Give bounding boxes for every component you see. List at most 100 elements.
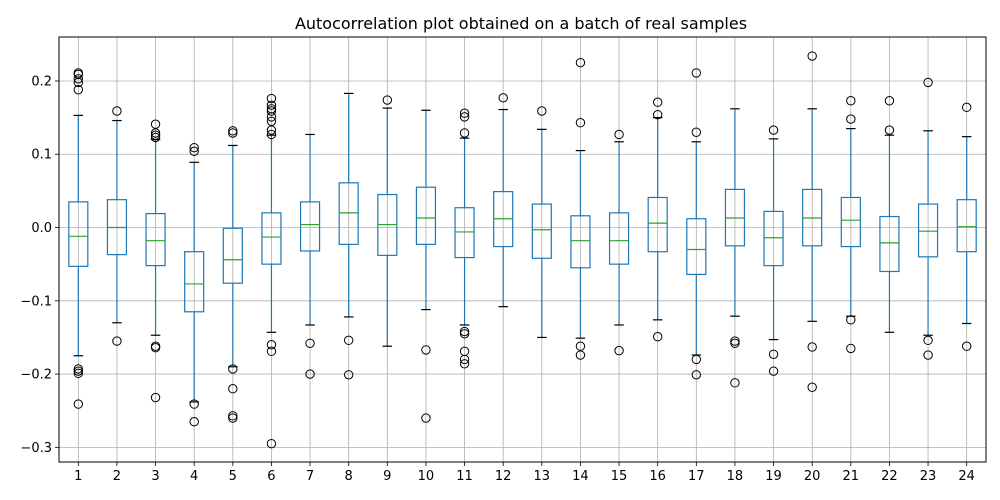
outlier-point <box>459 326 470 337</box>
outlier-point <box>846 343 856 354</box>
x-tick-label: 16 <box>649 469 666 484</box>
outlier-point <box>923 77 933 88</box>
outlier-point <box>691 370 702 380</box>
iqr-box <box>570 215 591 269</box>
outlier-point <box>228 384 238 394</box>
outlier-point <box>73 74 84 84</box>
outlier-point <box>498 93 508 103</box>
x-tick-label: 11 <box>456 469 473 484</box>
outlier-point <box>807 51 817 61</box>
outlier-point <box>382 95 393 105</box>
outlier-point <box>266 346 277 357</box>
outlier-point <box>459 108 470 118</box>
outlier-point <box>768 349 779 359</box>
iqr-box <box>840 196 861 248</box>
iqr-box <box>879 215 900 273</box>
x-tick-label: 17 <box>688 469 705 484</box>
box-plot-3 <box>145 119 166 403</box>
x-tick-label: 15 <box>611 469 628 484</box>
outlier-point <box>807 382 817 392</box>
iqr-box <box>531 203 552 259</box>
plot-frame <box>58 36 987 463</box>
box-plot-7 <box>299 133 321 379</box>
outlier-point <box>691 354 702 365</box>
x-tick-label: 24 <box>958 469 975 484</box>
outlier-point <box>614 129 624 140</box>
iqr-box <box>184 251 205 313</box>
box-plot-13 <box>531 106 552 339</box>
outlier-point <box>112 106 122 116</box>
outlier-point <box>459 359 470 369</box>
outlier-point <box>575 118 586 128</box>
chart-title: Autocorrelation plot obtained on a batch… <box>295 14 747 33</box>
outlier-point <box>189 399 199 409</box>
x-tick-label: 3 <box>151 469 159 484</box>
x-tick-label: 13 <box>534 469 551 484</box>
iqr-box <box>415 186 437 245</box>
iqr-box <box>608 212 630 265</box>
outlier-point <box>189 416 199 427</box>
outlier-point <box>923 335 933 346</box>
iqr-box <box>145 212 166 267</box>
outlier-point <box>305 369 315 379</box>
outlier-point <box>112 336 122 346</box>
x-tick-label: 14 <box>572 469 589 484</box>
x-tick-label: 1 <box>74 469 82 484</box>
iqr-box <box>956 199 977 253</box>
box-plot-4 <box>184 142 205 427</box>
box-plot-18 <box>724 108 746 388</box>
outlier-point <box>343 335 354 346</box>
box-plot-19 <box>763 125 784 376</box>
iqr-box <box>299 201 321 252</box>
iqr-box <box>338 182 359 245</box>
outlier-point <box>652 97 663 107</box>
box-plot-14 <box>570 57 591 360</box>
x-tick-label: 4 <box>190 469 198 484</box>
outlier-point <box>459 112 470 122</box>
x-tick-label: 6 <box>267 469 275 484</box>
outlier-point <box>73 368 84 379</box>
box-plot-24 <box>956 102 977 351</box>
box-plot-6 <box>261 93 282 449</box>
x-tick-label: 9 <box>383 469 391 484</box>
x-tick-label: 2 <box>113 469 121 484</box>
outlier-point <box>266 438 277 449</box>
outlier-point <box>730 378 740 388</box>
outlier-point <box>228 364 238 374</box>
iqr-box <box>647 196 668 253</box>
iqr-box <box>686 218 707 276</box>
outlier-point <box>266 340 277 350</box>
outlier-point <box>305 338 315 348</box>
outlier-point <box>807 342 817 352</box>
outlier-point <box>768 125 779 135</box>
outlier-point <box>961 102 972 113</box>
x-tick-label: 5 <box>229 469 237 484</box>
y-tick-label: −0.2 <box>20 368 52 383</box>
iqr-box <box>763 210 784 267</box>
box-plot-16 <box>647 97 668 342</box>
box-plot-12 <box>493 93 514 308</box>
x-tick-label: 18 <box>727 469 744 484</box>
box-plot-1 <box>68 68 89 409</box>
outlier-point <box>652 109 663 120</box>
outlier-point <box>652 331 663 342</box>
box-plots <box>68 51 977 449</box>
y-tick-label: 0.2 <box>31 74 52 89</box>
outlier-point <box>73 399 84 409</box>
axes: 1 2 3 4 5 6 7 8 9 10 11 12 13 14 15 16 17 18 19 20 21 22 23 24−… <box>20 74 975 484</box>
outlier-point <box>730 336 740 346</box>
y-tick-label: 0.1 <box>31 148 52 163</box>
x-tick-label: 21 <box>843 469 860 484</box>
box-plot-21 <box>840 96 861 354</box>
x-tick-label: 20 <box>804 469 821 484</box>
x-tick-label: 19 <box>765 469 782 484</box>
outlier-point <box>73 77 84 88</box>
outlier-point <box>150 342 161 353</box>
outlier-point <box>421 345 431 355</box>
box-plot-5 <box>222 126 243 423</box>
x-tick-label: 10 <box>418 469 435 484</box>
outlier-point <box>459 354 470 365</box>
box-plot-8 <box>338 92 359 380</box>
outlier-point <box>73 366 84 376</box>
